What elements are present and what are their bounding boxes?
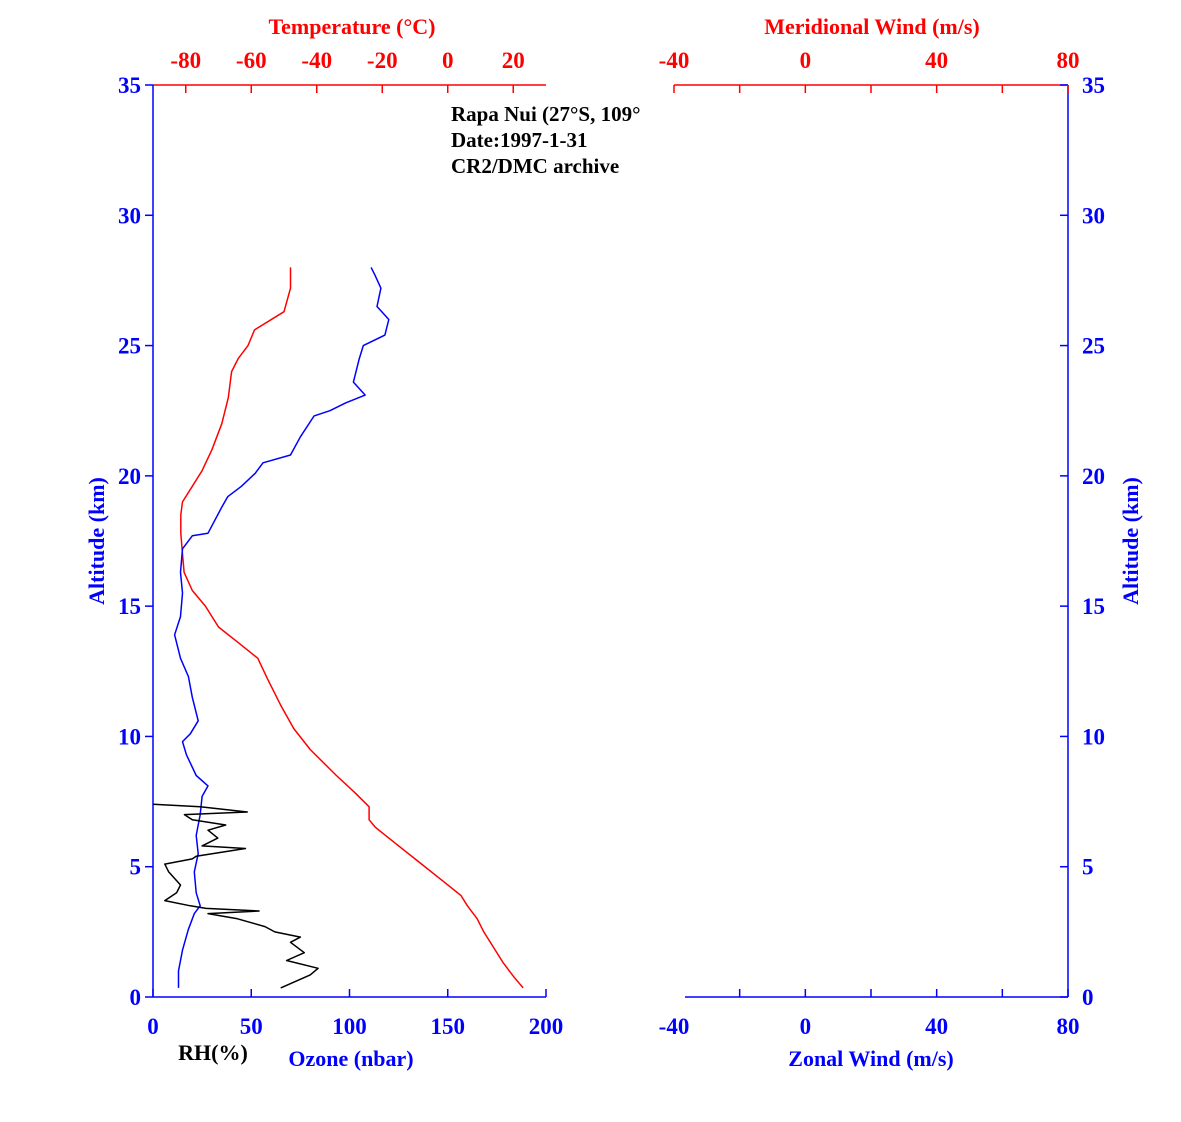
left-ytick-label: 20 xyxy=(118,464,141,489)
left-ytick-label: 30 xyxy=(118,203,141,228)
zonal-tick-label: 80 xyxy=(1057,1014,1080,1039)
date-annotation: Date:1997-1-31 xyxy=(451,128,587,152)
right-yticks: 0 5 10 15 20 25 30 35 xyxy=(1060,73,1105,1010)
meridional-tick-label: 0 xyxy=(800,48,812,73)
right-panel: 0 5 10 15 20 25 30 35 -40 0 40 80 -40 0 40 80 Meridio… xyxy=(659,14,1143,1071)
series-ozone-line xyxy=(173,267,390,988)
meridional-tick-label: -40 xyxy=(659,48,690,73)
left-ytick-label: 5 xyxy=(130,855,142,880)
meridional-wind-label: Meridional Wind (m/s) xyxy=(764,14,980,39)
temperature-tick-label: -80 xyxy=(170,48,201,73)
left-ytick-label: 0 xyxy=(130,985,142,1010)
left-yticks: 0 5 10 15 20 25 30 35 xyxy=(118,73,153,1010)
station-annotation: Rapa Nui (27°S, 109° xyxy=(451,102,641,126)
right-ytick-label: 35 xyxy=(1082,73,1105,98)
right-top-ticks: -40 0 40 80 xyxy=(659,48,1080,93)
right-ytick-label: 25 xyxy=(1082,334,1105,359)
zonal-wind-label: Zonal Wind (m/s) xyxy=(788,1046,953,1071)
zonal-tick-label: 40 xyxy=(925,1014,948,1039)
left-ytick-label: 25 xyxy=(118,334,141,359)
ozone-tick-label: 200 xyxy=(529,1014,564,1039)
left-ytick-label: 15 xyxy=(118,594,141,619)
right-ytick-label: 30 xyxy=(1082,203,1105,228)
rh-axis-label: RH(%) xyxy=(178,1040,248,1065)
left-ytick-label: 35 xyxy=(118,73,141,98)
right-ytick-label: 10 xyxy=(1082,724,1105,749)
zonal-tick-label: -40 xyxy=(659,1014,690,1039)
ozone-tick-label: 100 xyxy=(332,1014,367,1039)
ozone-tick-label: 150 xyxy=(431,1014,466,1039)
left-ytick-label: 10 xyxy=(118,724,141,749)
temperature-tick-label: 20 xyxy=(502,48,525,73)
temperature-tick-label: -20 xyxy=(367,48,398,73)
temperature-tick-label: -40 xyxy=(301,48,332,73)
meridional-tick-label: 80 xyxy=(1057,48,1080,73)
temperature-tick-label: -60 xyxy=(236,48,267,73)
right-bottom-ticks: -40 0 40 80 xyxy=(659,989,1080,1039)
ozone-axis-label: Ozone (nbar) xyxy=(288,1046,413,1071)
temperature-tick-label: 0 xyxy=(442,48,454,73)
series-rh-line xyxy=(152,803,319,989)
left-bottom-ticks: 0 50 100 150 200 xyxy=(147,989,563,1039)
right-ytick-label: 0 xyxy=(1082,985,1094,1010)
archive-annotation: CR2/DMC archive xyxy=(451,154,619,178)
ozone-tick-label: 0 xyxy=(147,1014,159,1039)
right-altitude-label: Altitude (km) xyxy=(1118,477,1143,605)
left-top-ticks: -80 -60 -40 -20 0 20 xyxy=(170,48,525,93)
left-altitude-label: Altitude (km) xyxy=(84,477,109,605)
temperature-axis-label: Temperature (°C) xyxy=(268,14,435,39)
right-ytick-label: 5 xyxy=(1082,855,1094,880)
left-series xyxy=(152,267,524,989)
series-temperature-line xyxy=(180,267,524,989)
zonal-tick-label: 0 xyxy=(800,1014,812,1039)
ozone-tick-label: 50 xyxy=(240,1014,263,1039)
meridional-tick-label: 40 xyxy=(925,48,948,73)
right-ytick-label: 20 xyxy=(1082,464,1105,489)
right-ytick-label: 15 xyxy=(1082,594,1105,619)
